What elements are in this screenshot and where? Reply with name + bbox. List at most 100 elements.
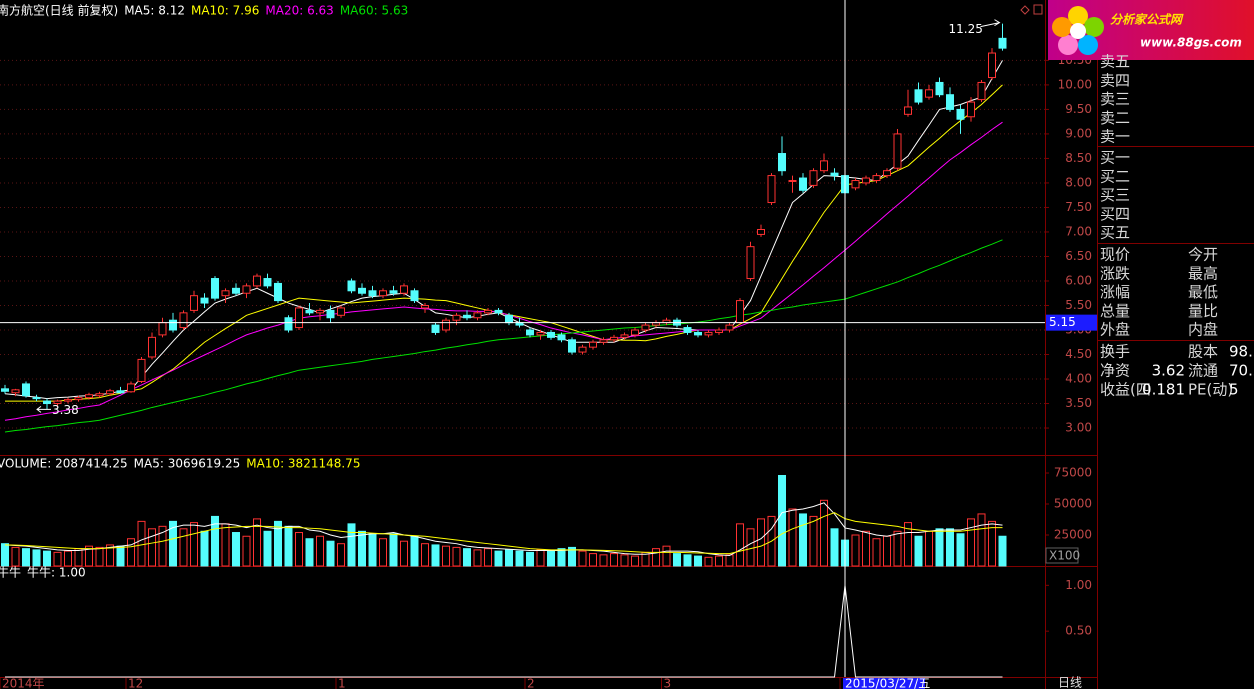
- unit-label: X100: [1049, 549, 1080, 563]
- candle-body: [568, 339, 576, 353]
- volume-bar: [830, 528, 839, 567]
- y-tick-label: 75000: [1054, 466, 1092, 480]
- legend-entry: 牛牛: 1.00: [27, 565, 86, 580]
- volume-bar: [358, 530, 366, 567]
- y-tick-label: 4.00: [1065, 372, 1092, 386]
- candle-body: [473, 312, 482, 319]
- candle-body: [64, 399, 72, 402]
- icon[interactable]: [1033, 4, 1043, 15]
- candle-body: [358, 287, 366, 294]
- candle-body: [547, 331, 555, 338]
- volume-bar: [295, 532, 303, 567]
- volume-bar: [22, 548, 30, 567]
- bid-label: 买一: [1100, 149, 1130, 167]
- volume-bar: [326, 540, 335, 567]
- stat-label: 流通: [1188, 362, 1218, 380]
- y-tick-label: 8.50: [1065, 151, 1092, 165]
- volume-bar: [631, 555, 639, 567]
- volume-bar: [967, 518, 975, 567]
- candle-body: [851, 179, 860, 189]
- y-tick-label: 3.00: [1065, 421, 1092, 435]
- volume-bar: [620, 554, 629, 567]
- candle-body: [778, 153, 786, 172]
- volume-bar: [715, 555, 723, 567]
- bid-label: 买五: [1100, 224, 1130, 242]
- stat-label: PE(动): [1188, 381, 1233, 399]
- candle-body: [725, 324, 734, 331]
- candle-body: [326, 309, 335, 319]
- volume-bar: [893, 530, 902, 567]
- line-series: [4, 60, 1003, 400]
- volume-bar: [116, 545, 125, 567]
- panel-title: 南方航空(日线 前复权): [0, 3, 118, 18]
- volume-bar: [652, 548, 660, 567]
- candle-body: [610, 336, 618, 341]
- logo-url: www.88gs.com: [1140, 36, 1242, 50]
- x-tick-label: 2: [527, 677, 535, 689]
- candle-body: [589, 341, 597, 348]
- y-tick-label: 7.00: [1065, 224, 1092, 238]
- candle-body: [956, 108, 965, 120]
- candle-body: [872, 175, 881, 181]
- volume-bar: [347, 523, 356, 567]
- candle-body: [190, 295, 198, 311]
- y-tick-label: 7.50: [1065, 200, 1092, 214]
- period-label: 日线: [1058, 676, 1082, 689]
- volume-bar: [421, 543, 429, 567]
- candle-body: [967, 101, 975, 118]
- volume-bar: [746, 528, 755, 567]
- candle-body: [347, 280, 356, 292]
- panel-title: 牛牛: [0, 565, 21, 580]
- window-icons: [1020, 4, 1043, 15]
- legend-entry: MA5: 3069619.25: [134, 457, 241, 471]
- y-tick-label: 10.00: [1058, 77, 1092, 91]
- bid-label: 买二: [1100, 167, 1130, 185]
- volume-bar: [956, 533, 965, 567]
- candle-body: [379, 290, 387, 297]
- ask-label: 卖四: [1100, 71, 1130, 89]
- logo-flower: [1052, 6, 1104, 55]
- volume-bar: [452, 546, 461, 567]
- candle-body: [925, 89, 933, 98]
- line-series: [4, 502, 1003, 556]
- candle-body: [158, 322, 167, 336]
- ask-label: 卖五: [1100, 53, 1130, 71]
- candle-body: [295, 307, 303, 329]
- quote-label: 最低: [1188, 283, 1218, 301]
- candle-body: [526, 329, 534, 336]
- y-tick-label: 9.00: [1065, 126, 1092, 140]
- volume-bar: [431, 544, 440, 567]
- volume-bar: [935, 528, 944, 567]
- quote-label: 内盘: [1188, 321, 1218, 339]
- icon[interactable]: [1020, 5, 1030, 15]
- volume-bar: [53, 551, 62, 567]
- candle-body: [442, 319, 450, 331]
- line-series: [4, 121, 1003, 421]
- quote-label: 涨跌: [1100, 264, 1130, 282]
- volume-bar: [74, 548, 83, 567]
- logo-title: 分析家公式网: [1110, 13, 1184, 27]
- volume-bar: [463, 548, 471, 567]
- candle-body: [200, 297, 209, 304]
- candle-body: [736, 300, 744, 324]
- volume-bar: [578, 550, 587, 567]
- candle-body: [85, 394, 93, 399]
- candle-body: [400, 285, 408, 294]
- candle-body: [284, 317, 293, 331]
- volume-bar: [872, 538, 881, 567]
- candle-body: [694, 331, 702, 336]
- volume-bar: [473, 549, 482, 567]
- candle-body: [431, 324, 440, 333]
- logo: [1048, 0, 1254, 60]
- volume-bar: [442, 545, 450, 567]
- volume-bar: [337, 543, 345, 567]
- candle-body: [410, 290, 419, 302]
- y-tick-label: 5.50: [1065, 298, 1092, 312]
- volume-bar: [263, 530, 272, 567]
- candle-body: [799, 177, 807, 191]
- candle-body: [757, 229, 765, 235]
- legend-entry: MA10: 7.96: [191, 4, 259, 18]
- candle-body: [53, 400, 62, 405]
- quote-label: 总量: [1100, 302, 1130, 320]
